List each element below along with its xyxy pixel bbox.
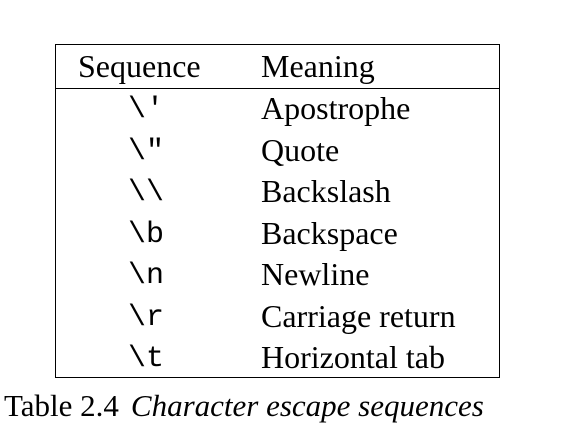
meaning-cell: Newline <box>261 256 370 292</box>
meaning-cell: Carriage return <box>261 297 456 334</box>
meaning-cell: Quote <box>261 131 340 168</box>
sequence-cell: \b <box>128 217 165 252</box>
escape-sequence-table: Sequence Meaning \' Apostrophe \" Quote … <box>55 44 500 378</box>
sequence-cell: \r <box>128 300 165 335</box>
meaning-cell: Backslash <box>261 173 391 209</box>
sequence-cell: \\ <box>128 176 165 210</box>
sequence-cell: \n <box>128 259 165 293</box>
caption-text: Character escape sequences <box>130 388 484 423</box>
table-row: \b Backspace <box>56 214 499 256</box>
meaning-cell: Backspace <box>261 214 398 251</box>
table-row: \n Newline <box>56 255 499 297</box>
sequence-cell: \t <box>128 342 165 376</box>
meaning-cell: Apostrophe <box>261 90 411 126</box>
caption-label: Table 2.4 <box>4 388 119 423</box>
table-caption: Table 2.4 Character escape sequences <box>4 390 484 421</box>
sequence-cell: \' <box>128 93 165 127</box>
meaning-cell: Horizontal tab <box>261 339 445 375</box>
table-row: \" Quote <box>56 131 499 173</box>
header-meaning: Meaning <box>261 48 375 84</box>
table-row: \' Apostrophe <box>56 89 499 131</box>
header-sequence: Sequence <box>78 48 201 84</box>
table-row: \\ Backslash <box>56 172 499 214</box>
table-body: \' Apostrophe \" Quote \\ Backslash \b B… <box>56 89 499 380</box>
table-row: \r Carriage return <box>56 297 499 339</box>
table-row: \t Horizontal tab <box>56 338 499 380</box>
table-header: Sequence Meaning <box>56 45 499 89</box>
sequence-cell: \" <box>128 134 165 169</box>
